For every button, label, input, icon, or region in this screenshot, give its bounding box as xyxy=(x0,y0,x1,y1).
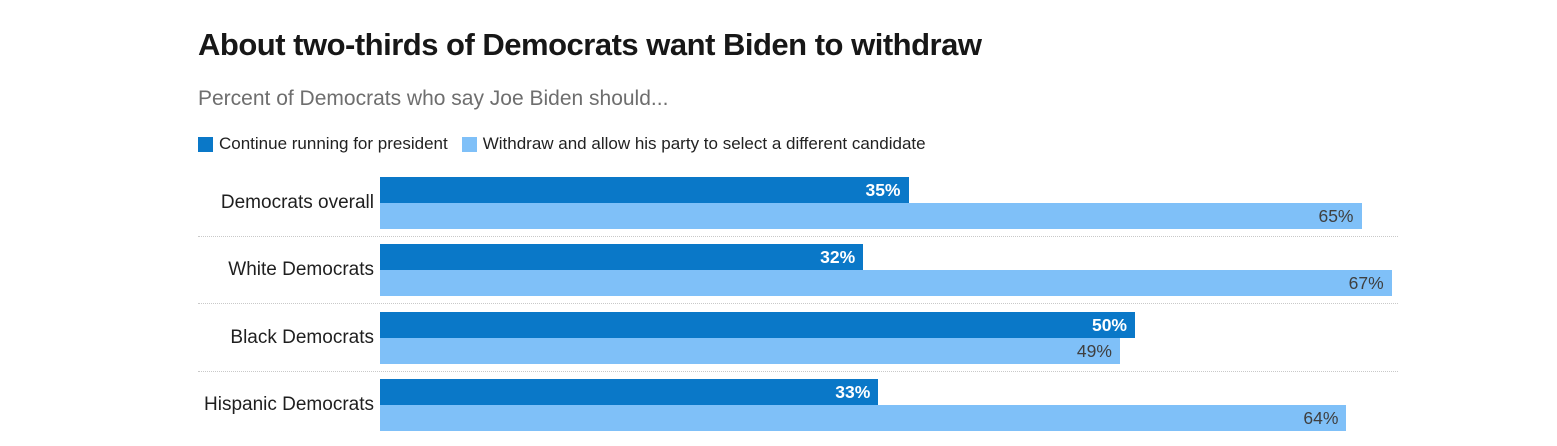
value-label: 32% xyxy=(820,247,856,268)
chart-row: Hispanic Democrats 33% 64% xyxy=(198,378,1398,431)
value-label: 49% xyxy=(1076,340,1112,361)
category-label: White Democrats xyxy=(228,259,374,281)
bar-pair: 35% 65% xyxy=(380,177,1362,229)
chart-row: Black Democrats 50% 49% xyxy=(198,311,1398,372)
legend-item-withdraw: Withdraw and allow his party to select a… xyxy=(461,134,926,154)
value-label: 35% xyxy=(865,180,901,200)
legend: Continue running for president Withdraw … xyxy=(198,133,926,155)
value-label: 67% xyxy=(1348,273,1384,294)
chart-rows: Democrats overall 35% 65% White Democrats 32… xyxy=(198,177,1398,446)
bar-withdraw: 67% xyxy=(380,270,1392,297)
value-label: 64% xyxy=(1303,407,1339,428)
legend-item-continue: Continue running for president xyxy=(198,134,448,154)
row-separator xyxy=(198,303,1398,305)
chart-title: About two-thirds of Democrats want Biden… xyxy=(198,27,982,62)
row-separator xyxy=(198,370,1398,372)
bar-pair: 32% 67% xyxy=(380,244,1392,297)
category-label: Black Democrats xyxy=(230,326,374,348)
row-separator xyxy=(198,236,1398,237)
chart-row: Democrats overall 35% 65% xyxy=(198,177,1398,237)
legend-swatch-withdraw-icon xyxy=(461,136,477,152)
legend-label-withdraw: Withdraw and allow his party to select a… xyxy=(482,134,926,153)
bar-withdraw: 65% xyxy=(380,203,1362,229)
bar-continue-running: 50% xyxy=(380,311,1135,338)
bar-pair: 33% 64% xyxy=(380,378,1347,431)
category-label: Democrats overall xyxy=(220,192,374,213)
bar-withdraw: 49% xyxy=(380,337,1120,364)
legend-label-continue: Continue running for president xyxy=(219,134,448,153)
value-label: 33% xyxy=(835,381,871,402)
category-label: Hispanic Democrats xyxy=(204,393,374,415)
bar-continue-running: 35% xyxy=(380,177,909,203)
value-label: 65% xyxy=(1318,206,1354,226)
chart-subtitle: Percent of Democrats who say Joe Biden s… xyxy=(198,87,669,110)
chart-row: White Democrats 32% 67% xyxy=(198,244,1398,305)
bar-continue-running: 32% xyxy=(380,244,864,271)
bar-pair: 50% 49% xyxy=(380,311,1135,364)
bar-continue-running: 33% xyxy=(380,378,879,405)
bar-withdraw: 64% xyxy=(380,404,1347,431)
legend-swatch-continue-icon xyxy=(198,136,213,152)
value-label: 50% xyxy=(1091,314,1127,335)
